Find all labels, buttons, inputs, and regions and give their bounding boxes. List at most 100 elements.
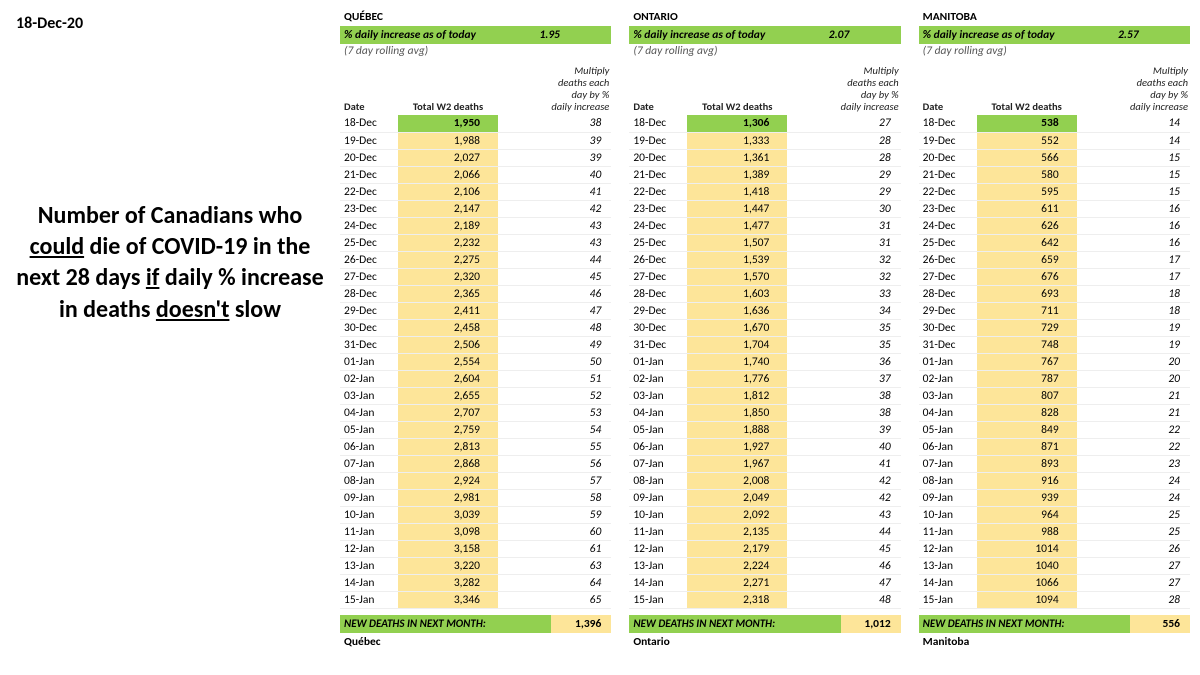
cell-increase: 49 (498, 336, 611, 353)
cell-date: 27-Dec (629, 268, 687, 285)
cell-increase: 29 (787, 183, 900, 200)
cell-date: 01-Jan (629, 353, 687, 370)
cell-date: 30-Dec (919, 319, 977, 336)
cell-total: 2,981 (398, 489, 498, 506)
cell-increase: 48 (498, 319, 611, 336)
table-row: 13-Jan2,22446 (629, 557, 900, 574)
cell-increase: 64 (498, 574, 611, 591)
col-header-date: Date (340, 101, 398, 113)
cell-increase: 34 (787, 302, 900, 319)
cell-date: 22-Dec (919, 183, 977, 200)
table-row: 22-Dec59515 (919, 183, 1190, 200)
cell-date: 23-Dec (919, 200, 977, 217)
cell-total: 580 (977, 166, 1077, 183)
cell-increase: 42 (787, 472, 900, 489)
province-name: QUÉBEC (340, 8, 611, 26)
cell-date: 19-Dec (919, 132, 977, 149)
cell-increase: 38 (787, 387, 900, 404)
cell-total: 2,008 (687, 472, 787, 489)
cell-total: 1,927 (687, 438, 787, 455)
table-row: 19-Dec1,98839 (340, 132, 611, 149)
cell-total: 2,027 (398, 149, 498, 166)
cell-date: 02-Jan (629, 370, 687, 387)
table-row: 05-Jan2,75954 (340, 421, 611, 438)
cell-total: 566 (977, 149, 1077, 166)
cell-total: 1,988 (398, 132, 498, 149)
cell-date: 26-Dec (340, 251, 398, 268)
table-row: 03-Jan1,81238 (629, 387, 900, 404)
cell-date: 25-Dec (629, 234, 687, 251)
cell-increase: 45 (498, 268, 611, 285)
cell-total: 1066 (977, 574, 1077, 591)
cell-increase: 15 (1077, 166, 1190, 183)
cell-total: 1,361 (687, 149, 787, 166)
table-row: 28-Dec1,60333 (629, 285, 900, 302)
cell-date: 22-Dec (340, 183, 398, 200)
new-deaths-row: NEW DEATHS IN NEXT MONTH: 556 (919, 615, 1190, 633)
table-row: 09-Jan93924 (919, 489, 1190, 506)
table-row: 22-Dec2,10641 (340, 183, 611, 200)
cell-date: 01-Jan (919, 353, 977, 370)
cell-increase: 65 (498, 591, 611, 608)
col-header-date: Date (919, 101, 977, 113)
cell-date: 24-Dec (629, 217, 687, 234)
cell-total: 849 (977, 421, 1077, 438)
pct-increase-value: 1.95 (514, 28, 566, 42)
cell-total: 2,135 (687, 523, 787, 540)
cell-total: 787 (977, 370, 1077, 387)
cell-total: 2,320 (398, 268, 498, 285)
cell-increase: 43 (498, 234, 611, 251)
cell-date: 18-Dec (629, 115, 687, 132)
cell-total: 748 (977, 336, 1077, 353)
cell-increase: 47 (787, 574, 900, 591)
cell-increase: 51 (498, 370, 611, 387)
cell-date: 15-Jan (629, 591, 687, 608)
cell-increase: 27 (787, 115, 900, 132)
cell-date: 08-Jan (919, 472, 977, 489)
cell-date: 10-Jan (919, 506, 977, 523)
cell-total: 964 (977, 506, 1077, 523)
cell-total: 3,220 (398, 557, 498, 574)
cell-date: 07-Jan (340, 455, 398, 472)
table-row: 06-Jan1,92740 (629, 438, 900, 455)
projection-table: 18-Dec1,9503819-Dec1,9883920-Dec2,027392… (340, 115, 611, 609)
table-row: 12-Jan101426 (919, 540, 1190, 557)
cell-total: 552 (977, 132, 1077, 149)
table-row: 01-Jan2,55450 (340, 353, 611, 370)
cell-total: 1040 (977, 557, 1077, 574)
cell-total: 693 (977, 285, 1077, 302)
cell-total: 2,506 (398, 336, 498, 353)
table-row: 11-Jan98825 (919, 523, 1190, 540)
table-row: 04-Jan2,70753 (340, 404, 611, 421)
cell-date: 10-Jan (629, 506, 687, 523)
cell-increase: 27 (1077, 557, 1190, 574)
cell-date: 26-Dec (629, 251, 687, 268)
table-row: 07-Jan2,86856 (340, 455, 611, 472)
cell-date: 03-Jan (629, 387, 687, 404)
cell-increase: 44 (787, 523, 900, 540)
table-row: 24-Dec62616 (919, 217, 1190, 234)
table-row: 07-Jan1,96741 (629, 455, 900, 472)
cell-increase: 25 (1077, 523, 1190, 540)
cell-total: 1,570 (687, 268, 787, 285)
cell-date: 21-Dec (919, 166, 977, 183)
table-row: 18-Dec1,95038 (340, 115, 611, 132)
cell-increase: 53 (498, 404, 611, 421)
new-deaths-row: NEW DEATHS IN NEXT MONTH: 1,396 (340, 615, 611, 633)
pct-increase-row: % daily increase as of today1.95 (340, 26, 611, 44)
cell-date: 02-Jan (340, 370, 398, 387)
cell-total: 828 (977, 404, 1077, 421)
cell-date: 02-Jan (919, 370, 977, 387)
cell-date: 29-Dec (340, 302, 398, 319)
table-row: 10-Jan96425 (919, 506, 1190, 523)
cell-increase: 16 (1077, 234, 1190, 251)
cell-increase: 46 (498, 285, 611, 302)
cell-total: 1,389 (687, 166, 787, 183)
cell-increase: 59 (498, 506, 611, 523)
cell-total: 2,924 (398, 472, 498, 489)
cell-increase: 47 (498, 302, 611, 319)
cell-total: 1,539 (687, 251, 787, 268)
cell-increase: 23 (1077, 455, 1190, 472)
table-row: 21-Dec1,38929 (629, 166, 900, 183)
cell-increase: 28 (787, 132, 900, 149)
